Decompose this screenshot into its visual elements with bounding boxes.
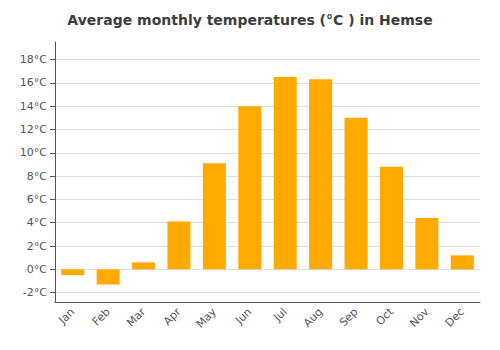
- svg-text:Feb: Feb: [90, 305, 113, 328]
- svg-text:2°C: 2°C: [27, 240, 47, 253]
- svg-text:0°C: 0°C: [27, 263, 47, 276]
- svg-text:6°C: 6°C: [27, 193, 47, 206]
- svg-text:Jul: Jul: [271, 305, 290, 324]
- svg-text:Oct: Oct: [373, 305, 396, 328]
- svg-text:18°C: 18°C: [20, 53, 47, 66]
- svg-text:Nov: Nov: [407, 305, 432, 330]
- svg-text:Apr: Apr: [161, 305, 184, 328]
- svg-text:Jun: Jun: [232, 305, 254, 327]
- svg-text:16°C: 16°C: [20, 76, 47, 89]
- svg-text:Average monthly temperatures (: Average monthly temperatures (°C ) in He…: [67, 12, 432, 28]
- svg-text:-2°C: -2°C: [23, 286, 47, 299]
- svg-text:4°C: 4°C: [27, 216, 47, 229]
- svg-text:Sep: Sep: [337, 305, 361, 329]
- svg-text:Jan: Jan: [55, 305, 77, 327]
- svg-text:8°C: 8°C: [27, 170, 47, 183]
- svg-text:10°C: 10°C: [20, 146, 47, 159]
- svg-text:12°C: 12°C: [20, 123, 47, 136]
- svg-text:14°C: 14°C: [20, 100, 47, 113]
- svg-text:Aug: Aug: [301, 305, 325, 329]
- svg-text:Mar: Mar: [124, 305, 148, 329]
- svg-text:Dec: Dec: [443, 305, 467, 329]
- svg-text:May: May: [194, 305, 220, 331]
